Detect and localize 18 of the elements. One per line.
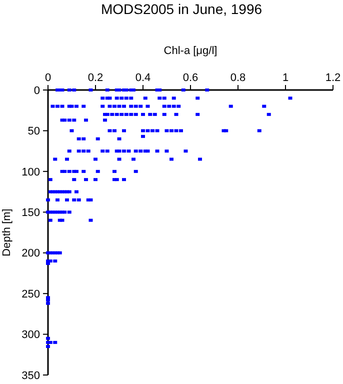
x-tick-label: 0 [44, 72, 52, 84]
x-tick-label: 1 [282, 72, 289, 84]
y-tick-label: 0 [34, 84, 40, 97]
y-tick-label: 150 [22, 206, 40, 219]
y-tick-label: 300 [22, 329, 40, 342]
y-tick-label: 50 [28, 126, 40, 138]
y-tick-label: 250 [22, 288, 40, 300]
x-axis-title: Chl-a [μg/l] [164, 45, 218, 57]
x-tick-label: 0.6 [182, 72, 198, 84]
x-tick-label: 0.4 [135, 72, 151, 84]
x-tick-label: 1.2 [325, 72, 341, 84]
y-tick-label: 350 [22, 370, 40, 382]
y-tick-label: 100 [22, 166, 40, 178]
chart-title: MODS2005 in June, 1996 [100, 1, 262, 17]
x-tick-label: 0.2 [88, 72, 104, 84]
y-tick-label: 200 [22, 248, 40, 260]
y-axis-title: Depth [m] [1, 208, 13, 256]
x-tick-label: 0.8 [230, 72, 246, 84]
